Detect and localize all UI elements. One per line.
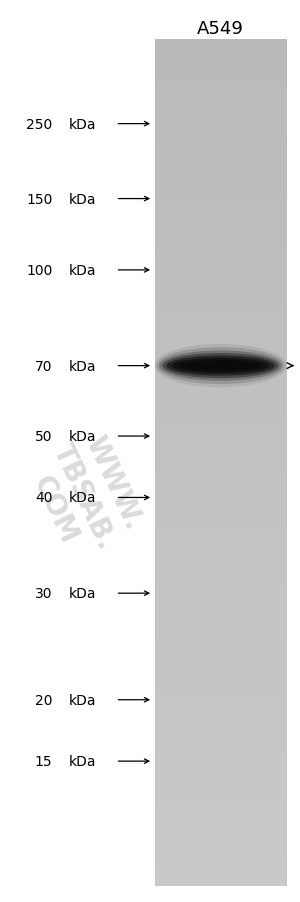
Text: 250: 250 bbox=[26, 117, 52, 132]
Ellipse shape bbox=[157, 348, 284, 384]
Text: 15: 15 bbox=[35, 754, 52, 769]
Text: 30: 30 bbox=[35, 586, 52, 601]
Text: kDa: kDa bbox=[68, 754, 96, 769]
Text: kDa: kDa bbox=[68, 491, 96, 505]
Ellipse shape bbox=[167, 356, 274, 376]
Text: 70: 70 bbox=[35, 359, 52, 373]
Text: 40: 40 bbox=[35, 491, 52, 505]
Ellipse shape bbox=[178, 361, 263, 372]
Text: A549: A549 bbox=[197, 20, 244, 38]
Ellipse shape bbox=[162, 354, 279, 379]
Text: 150: 150 bbox=[26, 192, 52, 207]
Text: kDa: kDa bbox=[68, 693, 96, 707]
Text: 50: 50 bbox=[35, 429, 52, 444]
Text: kDa: kDa bbox=[68, 117, 96, 132]
Text: 20: 20 bbox=[35, 693, 52, 707]
Ellipse shape bbox=[195, 364, 246, 368]
Text: kDa: kDa bbox=[68, 429, 96, 444]
Ellipse shape bbox=[154, 345, 286, 388]
Ellipse shape bbox=[159, 351, 282, 382]
Ellipse shape bbox=[186, 363, 255, 370]
Text: kDa: kDa bbox=[68, 263, 96, 278]
Text: 100: 100 bbox=[26, 263, 52, 278]
Text: kDa: kDa bbox=[68, 192, 96, 207]
Ellipse shape bbox=[172, 359, 269, 373]
Text: kDa: kDa bbox=[68, 586, 96, 601]
Text: WWW.
TBSAB.
COM: WWW. TBSAB. COM bbox=[18, 425, 150, 567]
Text: kDa: kDa bbox=[68, 359, 96, 373]
